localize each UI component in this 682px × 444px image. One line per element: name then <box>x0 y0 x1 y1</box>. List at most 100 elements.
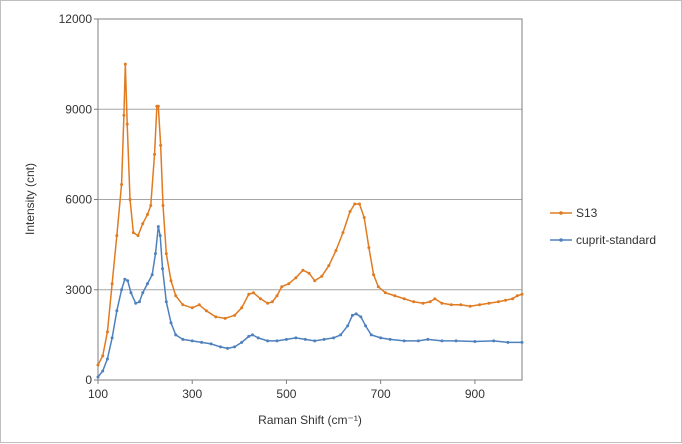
data-point-s13 <box>357 202 361 206</box>
data-point-s13 <box>440 301 444 305</box>
data-point-cuprit-standard <box>150 273 154 277</box>
data-point-s13 <box>449 303 453 307</box>
data-point-cuprit-standard <box>141 291 145 295</box>
data-point-s13 <box>120 182 124 186</box>
series-line-cuprit-standard <box>97 225 522 378</box>
data-point-cuprit-standard <box>156 225 160 229</box>
data-point-cuprit-standard <box>129 291 133 295</box>
series-layer <box>96 62 524 379</box>
data-point-s13 <box>123 62 127 66</box>
legend: S13 cuprit-standard <box>550 206 656 247</box>
data-point-s13 <box>320 274 324 278</box>
data-point-s13 <box>348 210 352 214</box>
data-point-cuprit-standard <box>247 334 251 338</box>
data-point-cuprit-standard <box>506 340 510 344</box>
data-point-s13 <box>496 300 500 304</box>
data-point-s13 <box>362 216 366 220</box>
data-point-s13 <box>190 306 194 310</box>
data-point-s13 <box>149 204 153 208</box>
data-point-cuprit-standard <box>105 357 109 361</box>
data-point-s13 <box>468 304 472 308</box>
data-point-s13 <box>280 285 284 289</box>
data-point-cuprit-standard <box>190 339 194 343</box>
data-point-cuprit-standard <box>120 288 124 292</box>
data-point-s13 <box>270 300 274 304</box>
data-point-s13 <box>428 300 432 304</box>
data-point-cuprit-standard <box>322 337 326 341</box>
data-point-cuprit-standard <box>153 252 157 256</box>
data-point-cuprit-standard <box>256 336 260 340</box>
data-point-cuprit-standard <box>266 339 270 343</box>
data-point-cuprit-standard <box>364 324 368 328</box>
data-point-cuprit-standard <box>226 346 230 350</box>
data-point-s13 <box>511 297 515 301</box>
data-point-s13 <box>214 315 218 319</box>
data-point-s13 <box>402 297 406 301</box>
legend-label-cuprit-standard: cuprit-standard <box>576 233 656 247</box>
data-point-cuprit-standard <box>454 339 458 343</box>
x-tick-label: 300 <box>182 387 202 401</box>
data-point-s13 <box>169 279 173 283</box>
data-point-s13 <box>372 273 376 277</box>
data-point-s13 <box>110 282 114 286</box>
data-point-cuprit-standard <box>181 337 185 341</box>
data-point-s13 <box>294 276 298 280</box>
x-tick-label: 700 <box>371 387 391 401</box>
data-point-s13 <box>313 279 317 283</box>
data-point-cuprit-standard <box>346 324 350 328</box>
data-point-s13 <box>131 231 135 235</box>
legend-item-s13: S13 <box>550 206 598 220</box>
data-point-cuprit-standard <box>275 339 279 343</box>
data-point-s13 <box>259 297 263 301</box>
data-point-s13 <box>240 306 244 310</box>
data-point-s13 <box>504 298 508 302</box>
data-point-s13 <box>181 303 185 307</box>
data-point-s13 <box>275 294 279 298</box>
data-point-cuprit-standard <box>251 333 255 337</box>
data-point-s13 <box>161 204 165 208</box>
data-point-cuprit-standard <box>332 336 336 340</box>
data-point-s13 <box>251 291 255 295</box>
data-point-cuprit-standard <box>440 339 444 343</box>
data-point-s13 <box>223 316 227 320</box>
data-point-s13 <box>101 354 105 358</box>
data-point-cuprit-standard <box>240 340 244 344</box>
data-point-cuprit-standard <box>350 313 354 317</box>
data-point-cuprit-standard <box>96 375 100 379</box>
data-point-cuprit-standard <box>520 340 524 344</box>
data-point-s13 <box>115 234 119 238</box>
data-point-cuprit-standard <box>426 337 430 341</box>
data-point-s13 <box>515 294 519 298</box>
data-point-cuprit-standard <box>303 337 307 341</box>
x-axis-title: Raman Shift (cm⁻¹) <box>258 413 362 427</box>
gridlines <box>98 108 522 291</box>
data-point-cuprit-standard <box>126 279 130 283</box>
data-point-s13 <box>136 234 140 238</box>
data-point-s13 <box>122 113 126 117</box>
data-point-s13 <box>478 303 482 307</box>
data-point-s13 <box>307 271 311 275</box>
data-point-s13 <box>487 301 491 305</box>
data-point-cuprit-standard <box>169 321 173 325</box>
data-point-s13 <box>383 291 387 295</box>
data-point-cuprit-standard <box>402 339 406 343</box>
data-point-s13 <box>141 222 145 226</box>
y-axis-title: Intensity (cnt) <box>23 163 37 235</box>
legend-marker-cuprit-standard <box>559 238 563 242</box>
data-point-s13 <box>421 301 425 305</box>
data-point-s13 <box>105 330 109 334</box>
data-point-cuprit-standard <box>294 336 298 340</box>
x-tick-label: 500 <box>276 387 296 401</box>
data-point-s13 <box>247 292 251 296</box>
data-point-cuprit-standard <box>313 339 317 343</box>
series-s13 <box>96 62 524 367</box>
data-point-cuprit-standard <box>473 339 477 343</box>
data-point-s13 <box>520 292 524 296</box>
tick-labels: 0 3000 6000 9000 12000 100 300 500 700 900 <box>59 12 486 401</box>
y-tick-label: 0 <box>85 373 92 387</box>
data-point-cuprit-standard <box>359 315 363 319</box>
data-point-cuprit-standard <box>161 267 165 271</box>
data-point-s13 <box>174 294 178 298</box>
data-point-s13 <box>376 285 380 289</box>
